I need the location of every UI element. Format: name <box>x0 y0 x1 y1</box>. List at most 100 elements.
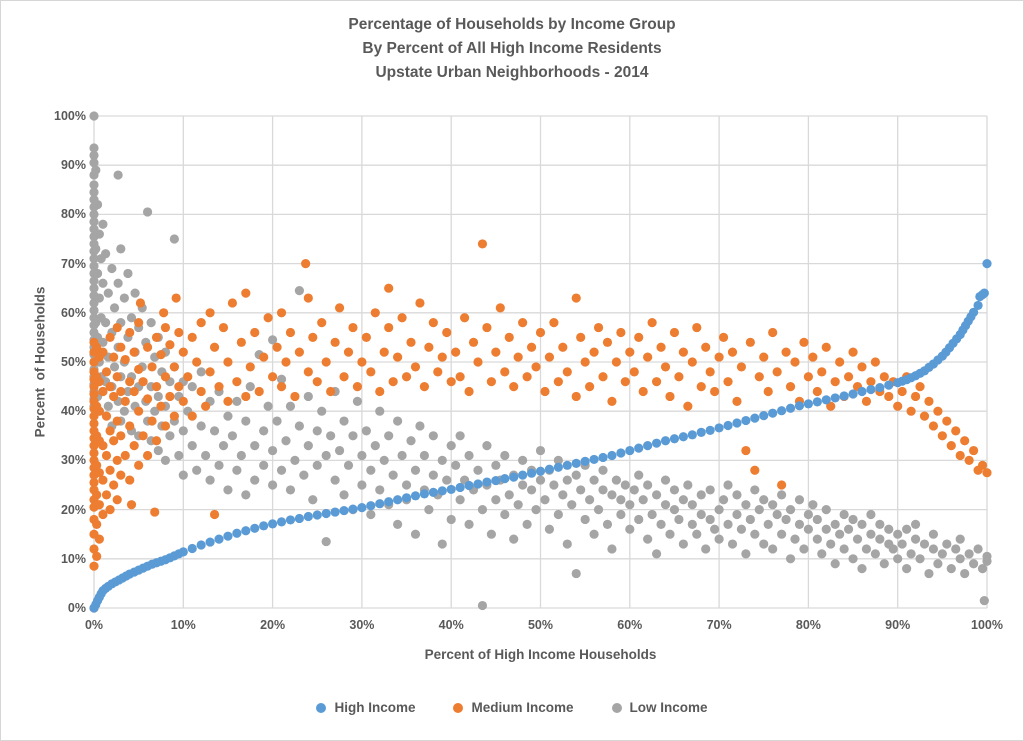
point-low-income <box>777 529 787 539</box>
point-low-income <box>107 263 117 274</box>
point-low-income <box>500 509 510 520</box>
point-low-income <box>812 514 822 525</box>
point-medium-income <box>147 416 157 426</box>
legend-label: High Income <box>334 700 416 715</box>
point-low-income <box>455 495 465 505</box>
point-medium-income <box>960 436 970 446</box>
point-low-income <box>473 465 483 475</box>
point-low-income <box>910 534 921 544</box>
point-low-income <box>142 207 153 217</box>
point-low-income <box>393 416 403 426</box>
point-low-income <box>451 460 461 470</box>
point-low-income <box>330 475 340 485</box>
point-low-income <box>214 460 224 470</box>
point-low-income <box>924 568 934 579</box>
point-medium-income <box>741 445 751 456</box>
point-low-income <box>902 564 912 574</box>
point-medium-income <box>656 342 666 352</box>
point-medium-income <box>701 342 711 352</box>
y-tick-label: 40% <box>60 404 86 419</box>
point-medium-income <box>928 421 939 431</box>
point-low-income <box>620 480 630 490</box>
chart-title-line2: By Percent of All High Income Residents <box>362 40 662 57</box>
point-medium-income <box>513 352 523 362</box>
point-low-income <box>794 519 805 529</box>
point-low-income <box>285 485 296 495</box>
point-medium-income <box>250 327 260 338</box>
y-tick-label: 10% <box>60 551 86 566</box>
point-low-income <box>276 374 287 384</box>
point-low-income <box>580 514 590 525</box>
point-medium-income <box>455 372 465 382</box>
point-high-income <box>205 537 215 547</box>
point-low-income <box>428 431 438 441</box>
point-low-income <box>768 500 778 510</box>
point-low-income <box>268 335 278 345</box>
point-low-income <box>955 534 965 544</box>
point-low-income <box>513 500 523 510</box>
point-low-income <box>745 514 755 525</box>
point-medium-income <box>415 298 425 308</box>
point-medium-income <box>518 318 528 328</box>
point-medium-income <box>509 382 519 392</box>
point-low-income <box>674 514 684 525</box>
point-medium-income <box>147 362 157 372</box>
point-medium-income <box>94 500 104 510</box>
point-medium-income <box>116 386 126 397</box>
point-medium-income <box>326 386 336 397</box>
point-low-income <box>103 401 113 411</box>
point-low-income <box>150 406 160 416</box>
point-low-income <box>109 362 120 372</box>
point-low-income <box>379 455 389 465</box>
legend-item-low-income: Low Income <box>611 700 708 715</box>
point-low-income <box>669 505 680 515</box>
point-medium-income <box>125 421 135 431</box>
point-medium-income <box>982 468 992 478</box>
point-medium-income <box>92 551 102 561</box>
point-medium-income <box>937 431 947 441</box>
point-medium-income <box>89 418 99 429</box>
point-medium-income <box>754 372 764 382</box>
point-medium-income <box>951 426 961 436</box>
point-medium-income <box>388 377 398 387</box>
point-low-income <box>201 450 211 461</box>
point-medium-income <box>366 367 376 377</box>
point-low-income <box>509 534 519 544</box>
y-tick-label: 30% <box>60 453 86 468</box>
legend-label: Medium Income <box>471 700 574 715</box>
point-medium-income <box>171 293 181 303</box>
point-low-income <box>696 490 706 500</box>
point-medium-income <box>321 357 331 367</box>
point-low-income <box>98 337 108 347</box>
point-low-income <box>446 441 456 451</box>
point-low-income <box>89 276 99 286</box>
point-medium-income <box>526 342 537 352</box>
point-medium-income <box>98 509 108 520</box>
point-low-income <box>272 416 282 426</box>
point-medium-income <box>112 495 122 505</box>
point-medium-income <box>585 382 595 392</box>
point-medium-income <box>379 347 389 357</box>
point-low-income <box>209 426 220 436</box>
point-low-income <box>263 401 273 411</box>
point-medium-income <box>531 362 541 372</box>
point-medium-income <box>442 327 452 338</box>
point-low-income <box>718 495 729 505</box>
point-high-income <box>241 526 251 536</box>
point-low-income <box>656 519 666 529</box>
point-medium-income <box>138 431 148 441</box>
point-medium-income <box>142 342 153 352</box>
point-medium-income <box>593 322 604 333</box>
point-medium-income <box>357 357 367 367</box>
point-low-income <box>89 254 99 264</box>
point-high-income <box>607 450 617 461</box>
point-medium-income <box>464 386 474 397</box>
point-medium-income <box>339 372 349 382</box>
y-tick-label: 80% <box>60 207 86 222</box>
point-medium-income <box>112 416 122 426</box>
point-medium-income <box>714 352 724 362</box>
point-low-income <box>343 460 354 470</box>
point-low-income <box>629 485 639 495</box>
point-high-income <box>535 466 546 476</box>
point-low-income <box>803 509 814 520</box>
